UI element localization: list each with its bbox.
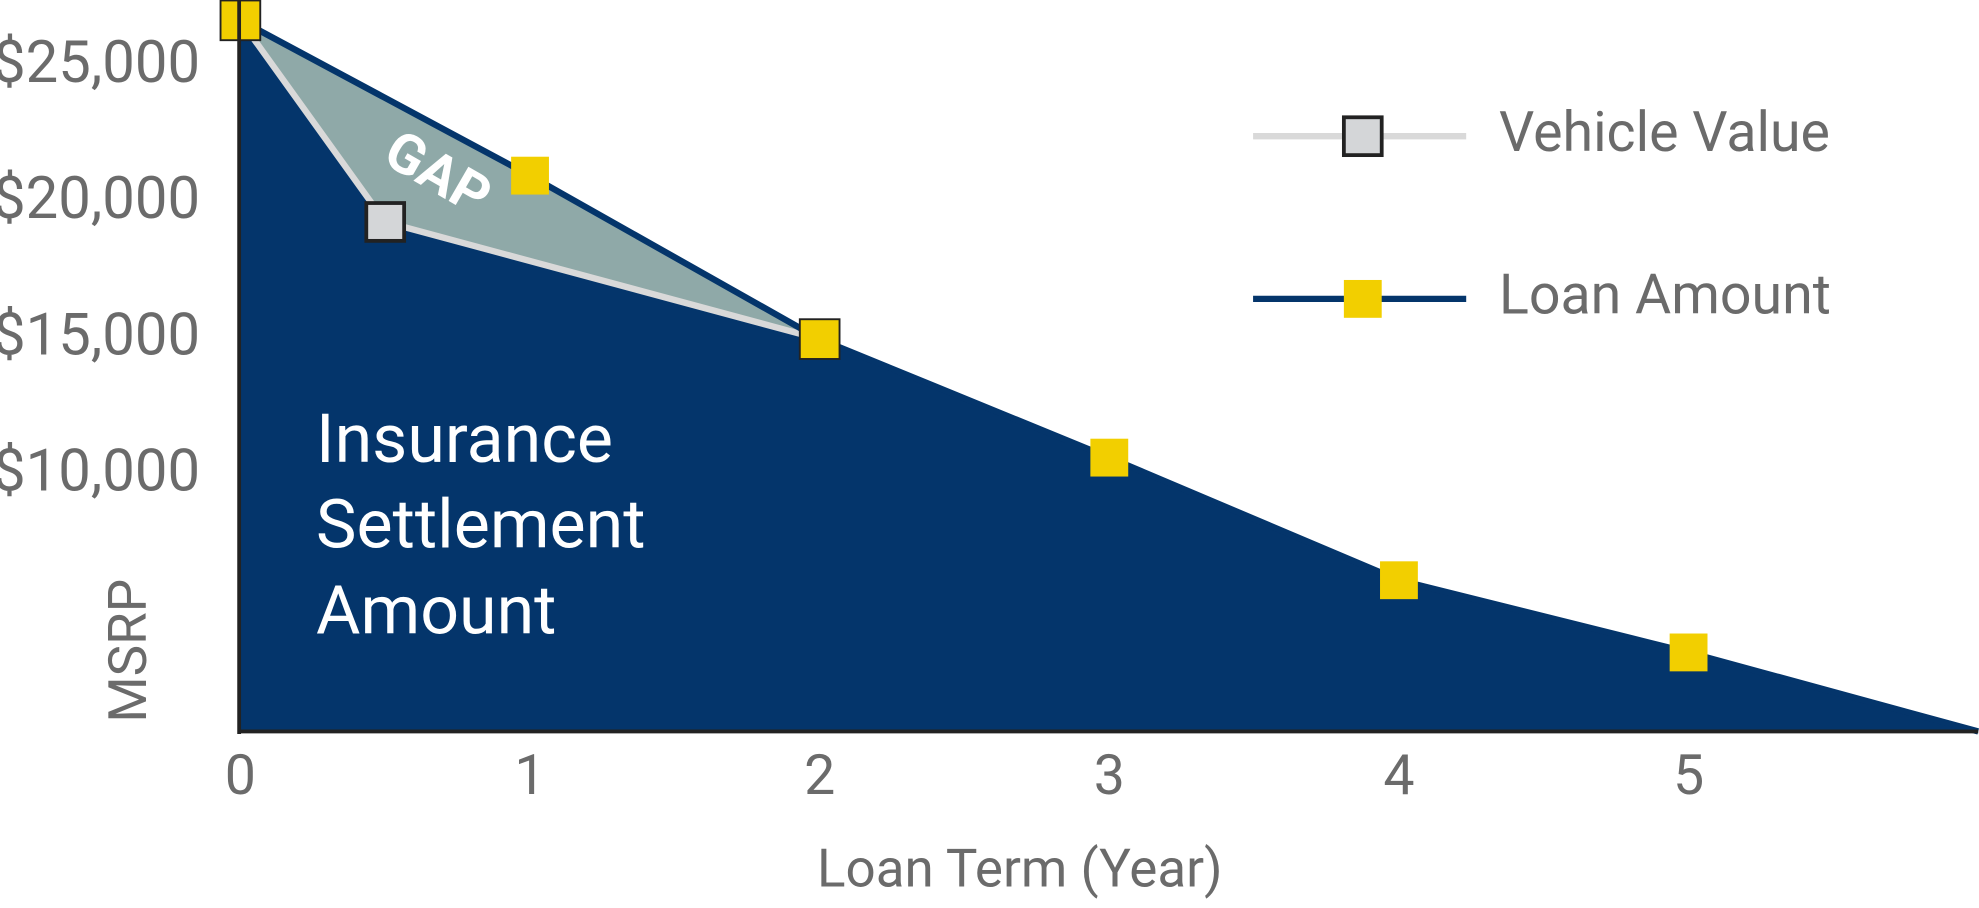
x-tick-label: 0 — [225, 743, 256, 808]
y-tick-label: $10,000 — [0, 438, 200, 506]
x-tick-label: 3 — [1094, 743, 1125, 808]
loan-area — [240, 20, 1979, 732]
legend-marker — [1341, 115, 1384, 158]
legend-label: Vehicle Value — [1499, 100, 1830, 165]
marker — [1380, 561, 1418, 600]
legend-marker — [1343, 279, 1382, 318]
y-tick-label: $20,000 — [0, 165, 200, 233]
legend-label: Loan Amount — [1499, 263, 1831, 328]
marker — [1669, 633, 1708, 672]
x-axis-label: Loan Term (Year) — [817, 838, 1223, 900]
y-tick-label: $25,000 — [0, 29, 200, 97]
x-tick-label: 5 — [1673, 743, 1704, 808]
y-tick-label: $15,000 — [0, 301, 200, 369]
area-label: Insurance — [316, 399, 613, 479]
x-tick-label: 2 — [804, 743, 835, 808]
y-axis-label: MSRP — [97, 579, 159, 723]
marker — [364, 201, 407, 243]
area-label: Settlement — [316, 485, 645, 565]
marker — [800, 320, 839, 359]
marker — [511, 156, 549, 195]
area-label: Amount — [316, 570, 556, 650]
x-tick-label: 1 — [514, 743, 545, 808]
marker — [1090, 438, 1129, 477]
x-tick-label: 4 — [1383, 743, 1414, 808]
